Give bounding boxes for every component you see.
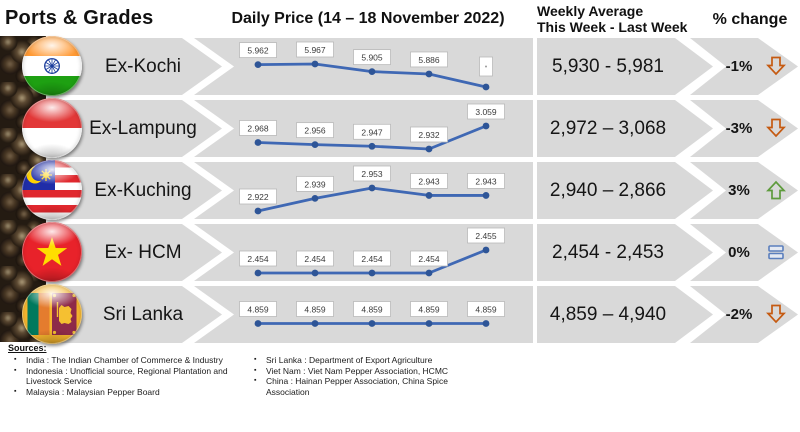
source-item: Sri Lanka : Department of Export Agricul…	[252, 355, 492, 366]
port-label: Ex-Lampung	[89, 118, 197, 139]
svg-text:2.454: 2.454	[418, 254, 440, 264]
source-item: China : Hainan Pepper Association, China…	[252, 376, 492, 397]
svg-text:4.859: 4.859	[304, 305, 326, 315]
weekly-band	[537, 100, 713, 157]
port-label: Ex- HCM	[104, 242, 182, 263]
svg-text:2.956: 2.956	[304, 126, 326, 136]
source-item: Malaysia : Malaysian Pepper Board	[12, 387, 242, 398]
svg-text:2.968: 2.968	[247, 123, 269, 133]
indonesia-flag-icon	[22, 98, 82, 158]
svg-text:4.859: 4.859	[418, 305, 440, 315]
ports-grades-header: Ports & Grades	[5, 7, 154, 29]
sources-column-right: Sri Lanka : Department of Export Agricul…	[252, 355, 492, 397]
daily-price-sparkline: 2.454 2.454 2.454 2.454 2.455	[239, 227, 505, 277]
daily-price-sparkline: 4.859 4.859 4.859 4.859 4.859	[239, 301, 505, 327]
svg-text:5.905: 5.905	[361, 53, 383, 63]
source-item: India : The Indian Chamber of Commerce &…	[12, 355, 242, 366]
malaysia-flag-icon	[22, 160, 82, 220]
svg-text:4.859: 4.859	[475, 305, 497, 315]
pct-change-value: 0%	[728, 244, 750, 261]
daily-price-sparkline: 5.962 5.967 5.905 5.886	[239, 41, 493, 91]
weekly-average-line2: This Week - Last Week	[537, 19, 688, 35]
table-row: Ex-Kochi 5.962 5.967 5.905 5.886 5,930 - 5,…	[0, 36, 800, 96]
sri-lanka-flag-icon	[22, 284, 82, 344]
weekly-band	[537, 224, 713, 281]
pct-change-value: 3%	[728, 182, 750, 199]
table-row: Ex- HCM 2.454 2.454 2.454 2.454 2.455 2,454 …	[0, 222, 800, 282]
svg-text:2.947: 2.947	[361, 127, 383, 137]
weekly-average-value: 2,972 – 3,068	[549, 118, 667, 139]
daily-price-sparkline: 2.968 2.956 2.947 2.932 3.059	[239, 103, 505, 153]
trend-equal-icon	[764, 240, 788, 264]
port-label: Sri Lanka	[102, 304, 184, 325]
trend-down-icon	[764, 302, 788, 326]
svg-text:2.454: 2.454	[304, 254, 326, 264]
weekly-band	[537, 162, 713, 219]
pct-change-header: % change	[712, 11, 788, 28]
weekly-band	[537, 38, 713, 95]
weekly-average-value: 5,930 - 5,981	[552, 56, 664, 77]
trend-up-icon	[764, 178, 788, 202]
svg-text:2.455: 2.455	[475, 231, 497, 241]
svg-text:2.939: 2.939	[304, 179, 326, 189]
svg-text:2.922: 2.922	[247, 192, 269, 202]
weekly-average-value: 2,940 – 2,866	[549, 180, 667, 201]
sources-title: Sources:	[8, 343, 47, 353]
svg-text:2.454: 2.454	[361, 254, 383, 264]
sources-column-left: India : The Indian Chamber of Commerce &…	[12, 355, 242, 397]
port-label: Ex-Kuching	[94, 180, 192, 201]
trend-down-icon	[764, 54, 788, 78]
daily-price-header: Daily Price (14 – 18 November 2022)	[231, 10, 505, 27]
svg-text:2.943: 2.943	[475, 176, 497, 186]
svg-text:5.967: 5.967	[304, 45, 326, 55]
india-flag-icon	[22, 36, 82, 96]
source-item: Viet Nam : Viet Nam Pepper Association, …	[252, 366, 492, 377]
svg-text:4.859: 4.859	[361, 305, 383, 315]
svg-text:3.059: 3.059	[475, 107, 497, 117]
trend-down-icon	[764, 116, 788, 140]
weekly-average-line1: Weekly Average	[537, 3, 644, 19]
weekly-average-value: 4,859 – 4,940	[549, 304, 667, 325]
table-row: Ex-Kuching 2.922 2.939 2.953 2.943 2.943 2,9…	[0, 160, 800, 220]
svg-text:2.953: 2.953	[361, 169, 383, 179]
table-row: Sri Lanka 4.859 4.859 4.859 4.859 4.859 4,85…	[0, 284, 800, 344]
vietnam-flag-icon	[22, 222, 82, 282]
svg-text:2.932: 2.932	[418, 130, 440, 140]
pct-change-value: -2%	[725, 306, 753, 323]
daily-price-sparkline: 2.922 2.939 2.953 2.943 2.943	[239, 165, 505, 215]
weekly-band	[537, 286, 713, 343]
port-label: Ex-Kochi	[104, 56, 182, 77]
source-item: Indonesia : Unofficial source, Regional …	[12, 366, 242, 387]
svg-text:4.859: 4.859	[247, 305, 269, 315]
svg-text:2.454: 2.454	[247, 254, 269, 264]
pct-change-value: -3%	[725, 120, 753, 137]
svg-text:5.962: 5.962	[247, 46, 269, 56]
pct-change-value: -1%	[725, 58, 753, 75]
svg-text:2.943: 2.943	[418, 176, 440, 186]
svg-text:5.886: 5.886	[418, 55, 440, 65]
weekly-average-header: Weekly Average This Week - Last Week	[537, 3, 707, 35]
table-row: Ex-Lampung 2.968 2.956 2.947 2.932 3.059 2,9…	[0, 98, 800, 158]
weekly-average-value: 2,454 - 2,453	[552, 242, 664, 263]
